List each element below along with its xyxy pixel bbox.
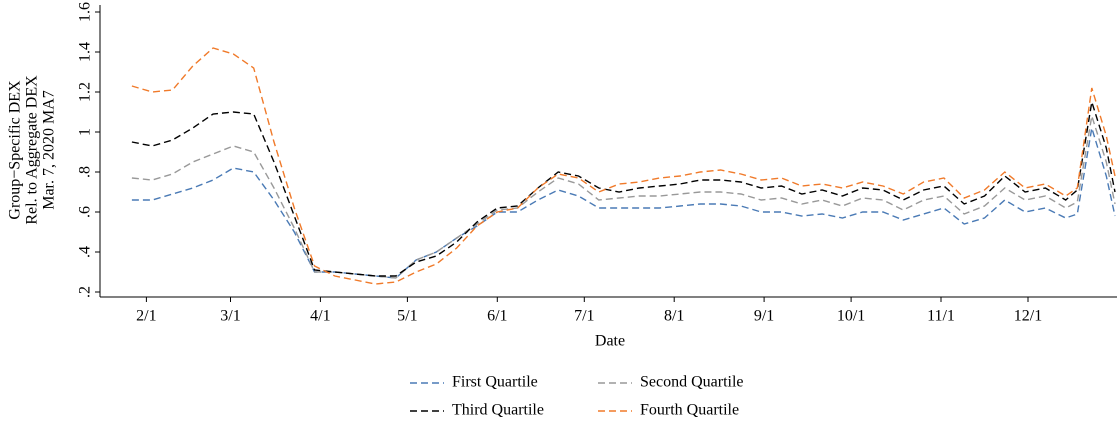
y-tick-label: 1.2 [77,82,94,102]
x-tick-label: 11/1 [927,308,955,325]
y-tick-label: .8 [77,166,94,178]
data-line [131,101,1116,277]
y-axis-label: Rel. to Aggregate DEX [24,75,41,225]
x-tick-label: 9/1 [754,308,774,325]
data-line [131,127,1116,279]
y-axis-label: Mar. 7, 2020 MA7 [41,90,58,210]
legend-label: Third Quartile [452,402,544,419]
y-tick-label: 1.4 [77,42,94,62]
x-tick-label: 7/1 [574,308,594,325]
y-tick-label: .4 [77,246,94,258]
legend-label: Second Quartile [640,374,744,391]
y-tick-label: .6 [77,206,94,218]
x-tick-label: 8/1 [664,308,684,325]
x-tick-label: 4/1 [310,308,330,325]
x-tick-label: 2/1 [136,308,156,325]
data-line [131,115,1116,279]
x-tick-label: 3/1 [220,308,240,325]
x-tick-label: 10/1 [837,308,865,325]
x-tick-label: 12/1 [1014,308,1042,325]
x-axis-label: Date [595,333,625,350]
data-line [131,47,1116,285]
y-tick-label: 1.6 [77,2,94,22]
y-tick-label: 1 [77,128,94,136]
x-tick-label: 6/1 [487,308,507,325]
y-tick-label: .2 [77,286,94,298]
y-axis-label: Group−Specific DEX [7,80,24,220]
x-tick-label: 5/1 [397,308,417,325]
legend-label: Fourth Quartile [640,402,739,419]
legend-label: First Quartile [452,374,538,391]
